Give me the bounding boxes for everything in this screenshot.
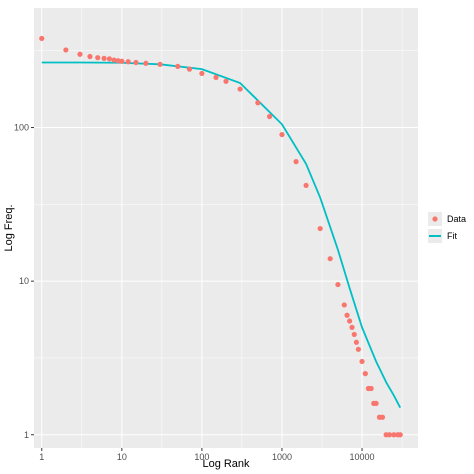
- data-point: [95, 55, 101, 61]
- data-point: [119, 58, 125, 64]
- data-point: [303, 182, 309, 189]
- legend-label-fit: Fit: [447, 231, 457, 241]
- data-point: [266, 113, 273, 120]
- data-point: [279, 131, 285, 138]
- data-point: [347, 318, 353, 324]
- data-point: [317, 225, 323, 232]
- data-point: [362, 371, 368, 377]
- x-axis-ticks: 1 10 100 1000 10000: [39, 448, 375, 462]
- y-tick-label: 10: [19, 276, 29, 286]
- data-point: [368, 385, 374, 392]
- data-point: [157, 61, 163, 67]
- data-point: [391, 432, 397, 438]
- minor-gridlines: [34, 8, 418, 448]
- y-tick-label: 1: [24, 430, 29, 440]
- data-point: [143, 60, 149, 66]
- data-point: [77, 51, 83, 57]
- data-point: [111, 57, 117, 63]
- data-point: [133, 59, 139, 66]
- data-point: [175, 63, 181, 70]
- data-point: [344, 312, 350, 318]
- fit-line: [41, 61, 402, 409]
- data-point: [199, 70, 205, 77]
- data-point: [237, 86, 243, 92]
- y-tick-label: 100: [14, 123, 29, 133]
- data-point: [87, 53, 93, 60]
- y-axis-ticks: 1 10 100: [14, 123, 34, 440]
- x-tick-label: 1000: [272, 452, 292, 462]
- data-point: [186, 66, 193, 72]
- data-point: [101, 55, 107, 61]
- plot-panel: [34, 8, 418, 448]
- data-point: [213, 74, 219, 81]
- data-point: [255, 100, 261, 106]
- data-point: [359, 358, 365, 365]
- legend: Data Fit: [428, 212, 466, 243]
- data-point: [379, 414, 386, 420]
- fit-layer: [41, 61, 402, 409]
- legend-data-point: [432, 216, 438, 222]
- x-tick-label: 100: [194, 452, 209, 462]
- x-tick-label: 1: [39, 452, 44, 462]
- data-point: [125, 59, 131, 65]
- data-point: [351, 331, 357, 338]
- data-point: [327, 256, 333, 262]
- x-tick-label: 10000: [350, 452, 375, 462]
- data-point: [353, 339, 359, 345]
- legend-label-data: Data: [447, 214, 466, 224]
- data-point: [106, 56, 113, 62]
- data-point: [373, 400, 379, 407]
- data-point: [335, 281, 341, 288]
- data-point: [386, 432, 393, 438]
- data-point: [341, 302, 347, 308]
- x-axis-title: Log Rank: [202, 458, 250, 470]
- data-point: [293, 159, 299, 165]
- major-gridlines: [34, 8, 418, 448]
- data-point: [223, 78, 229, 84]
- data-point: [355, 346, 361, 352]
- data-point: [39, 35, 45, 42]
- data-point: [397, 432, 403, 438]
- data-point: [63, 47, 69, 53]
- x-tick-label: 10: [117, 452, 127, 462]
- data-points: [39, 35, 403, 438]
- y-axis-title: Log Freq.: [3, 204, 15, 251]
- data-point: [349, 324, 355, 330]
